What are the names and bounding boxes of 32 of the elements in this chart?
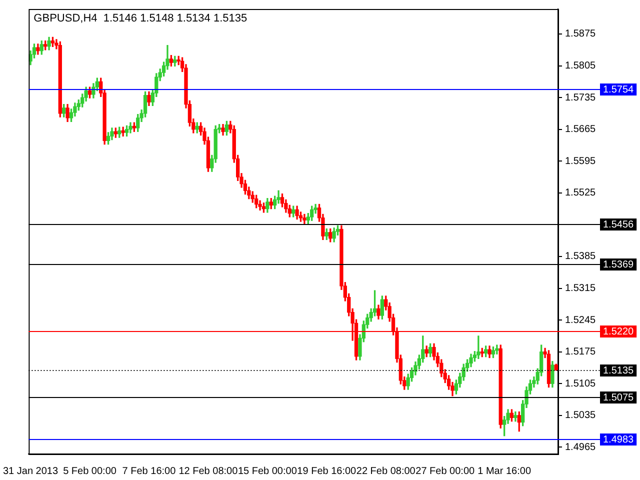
x-tick-label: 31 Jan 2013 (3, 466, 58, 477)
y-tick-label: 1.5525 (565, 188, 596, 199)
y-tick-label: 1.5315 (565, 283, 596, 294)
y-tick-label: 1.5385 (565, 251, 596, 262)
x-tick-label: 15 Feb 00:00 (238, 466, 298, 477)
ref-line-label: 1.5075 (603, 392, 634, 404)
x-tick-label: 5 Feb 00:00 (63, 466, 117, 477)
y-tick-label: 1.5175 (565, 346, 596, 358)
y-tick-label: 1.5105 (565, 378, 596, 390)
y-tick-label: 1.5875 (565, 28, 596, 40)
ref-line-label: 1.5456 (603, 219, 634, 230)
x-tick-label: 19 Feb 16:00 (297, 466, 357, 477)
ref-line-label: 1.5754 (603, 84, 634, 96)
y-tick-label: 1.5735 (565, 92, 596, 104)
ref-line-label: 1.5135 (603, 365, 634, 376)
ref-line-label: 1.4983 (603, 434, 634, 446)
candlestick (495, 344, 499, 354)
x-tick-label: 22 Feb 08:00 (356, 466, 416, 477)
ref-line-label: 1.5369 (603, 259, 634, 270)
y-tick-label: 1.5665 (565, 124, 596, 136)
candlestick (121, 126, 125, 136)
y-tick-label: 1.5035 (565, 410, 596, 422)
y-tick-label: 1.5245 (565, 314, 596, 326)
x-tick-label: 7 Feb 16:00 (122, 466, 176, 477)
x-tick-label: 27 Feb 00:00 (416, 466, 476, 477)
chart-title: GBPUSD,H4 1.5146 1.5148 1.5134 1.5135 (34, 12, 248, 25)
ref-line-label: 1.5220 (603, 326, 634, 338)
x-tick-label: 1 Mar 16:00 (478, 466, 532, 477)
y-tick-label: 1.5595 (565, 156, 596, 167)
y-tick-label: 1.4965 (565, 442, 596, 453)
y-tick-label: 1.5805 (565, 60, 596, 72)
x-tick-label: 12 Feb 08:00 (178, 466, 238, 477)
